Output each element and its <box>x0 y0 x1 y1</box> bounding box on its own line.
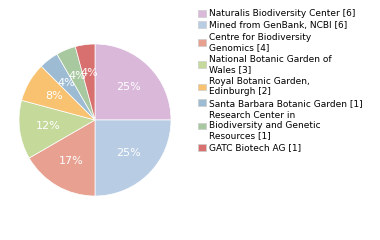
Text: 4%: 4% <box>68 72 86 81</box>
Wedge shape <box>22 66 95 120</box>
Text: 4%: 4% <box>57 78 75 88</box>
Wedge shape <box>75 44 95 120</box>
Text: 12%: 12% <box>36 121 61 131</box>
Wedge shape <box>95 120 171 196</box>
Wedge shape <box>41 54 95 120</box>
Text: 17%: 17% <box>59 156 84 166</box>
Wedge shape <box>57 47 95 120</box>
Text: 8%: 8% <box>45 91 63 102</box>
Wedge shape <box>95 44 171 120</box>
Wedge shape <box>19 100 95 158</box>
Legend: Naturalis Biodiversity Center [6], Mined from GenBank, NCBI [6], Centre for Biod: Naturalis Biodiversity Center [6], Mined… <box>198 9 363 152</box>
Text: 25%: 25% <box>116 82 141 92</box>
Text: 25%: 25% <box>116 148 141 158</box>
Text: 4%: 4% <box>80 68 98 78</box>
Wedge shape <box>29 120 95 196</box>
